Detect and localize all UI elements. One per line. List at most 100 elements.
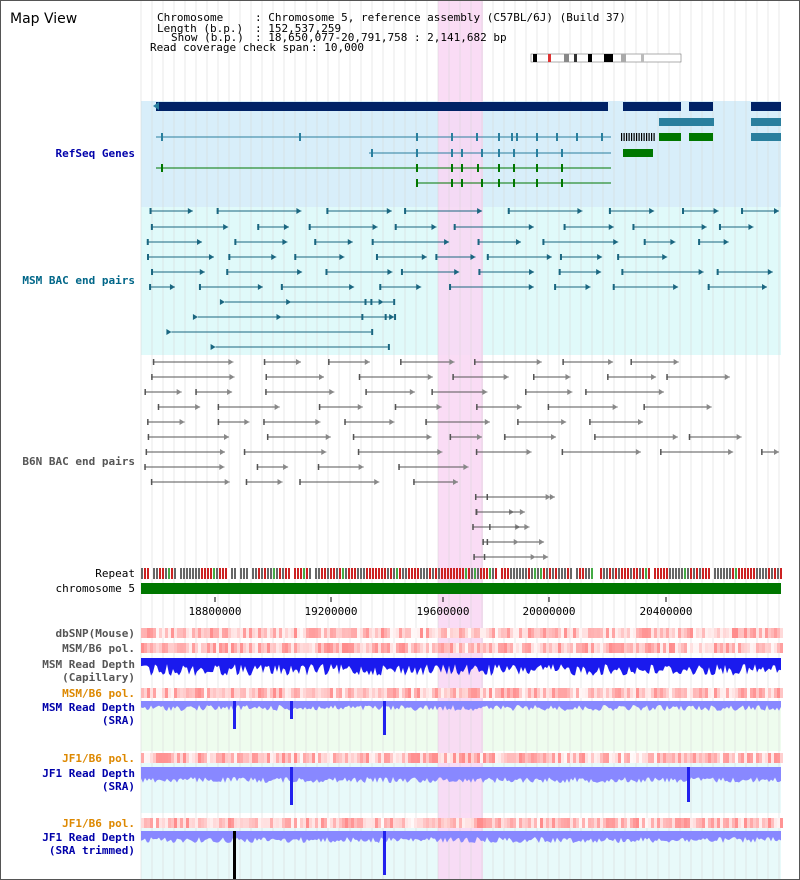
jf1-b6-pol-trim-heat <box>291 818 294 828</box>
msm-bac-end <box>662 254 668 260</box>
track-label-jf1-read-depth-trimmed[interactable]: JF1 Read Depth (SRA trimmed) <box>42 831 135 857</box>
dbsnp-heat <box>450 628 453 638</box>
msm-bac-end <box>701 224 707 230</box>
track-label-jf1-b6-pol[interactable]: JF1/B6 pol. <box>62 752 135 765</box>
jf1-b6-pol-trim-heat <box>486 818 489 828</box>
b6n-bac-end <box>503 374 509 380</box>
b6n-bac-end <box>152 359 155 365</box>
b6n-bac-end <box>453 479 459 485</box>
track-label-msm-b6-pol-sra[interactable]: MSM/B6 pol. <box>62 687 135 700</box>
msm-b6-pol-heat <box>234 643 237 653</box>
jf1-b6-pol-trim-heat <box>288 818 291 828</box>
repeat-mark <box>597 568 599 579</box>
track-label-repeat[interactable]: Repeat <box>95 567 135 580</box>
msm-b6-pol-sra-heat <box>204 688 207 698</box>
axis-tick-label: 20400000 <box>640 605 693 618</box>
msm-bac-end <box>286 299 292 305</box>
repeat-mark <box>147 568 149 579</box>
b6n-bac-end <box>561 449 564 455</box>
jf1-b6-pol-heat <box>201 753 204 763</box>
jf1-b6-pol-heat <box>354 753 357 763</box>
msm-b6-pol-sra-heat <box>273 688 276 698</box>
jf1-b6-pol-heat <box>150 753 153 763</box>
dbsnp-heat <box>372 628 375 638</box>
jf1-b6-pol-heat <box>528 753 531 763</box>
page-title: Map View <box>10 11 78 27</box>
repeat-mark <box>639 568 641 579</box>
jf1-b6-pol-heat <box>597 753 600 763</box>
jf1-b6-pol-heat <box>723 753 726 763</box>
msm-depth-capillary <box>141 658 781 676</box>
repeat-mark <box>399 568 401 579</box>
msm-b6-pol-heat <box>363 643 366 653</box>
msm-b6-pol-heat <box>618 643 621 653</box>
repeat-mark <box>756 568 758 579</box>
dbsnp-heat <box>639 628 642 638</box>
track-label-jf1-b6-pol-trimmed[interactable]: JF1/B6 pol. <box>62 817 135 830</box>
jf1-b6-pol-trim-heat <box>363 818 366 828</box>
msm-bac-end <box>326 208 329 214</box>
b6n-bac-end <box>688 434 691 440</box>
repeat-mark <box>285 568 287 579</box>
repeat-mark <box>552 568 554 579</box>
track-label-refseq[interactable]: RefSeq Genes <box>55 147 135 160</box>
jf1-b6-pol-heat <box>270 753 273 763</box>
msm-bac-end <box>767 269 773 275</box>
msm-b6-pol-heat <box>699 643 702 653</box>
msm-b6-pol-sra-heat <box>372 688 375 698</box>
msm-b6-pol-sra-heat <box>477 688 480 698</box>
track-label-jf1-read-depth-sra[interactable]: JF1 Read Depth (SRA) <box>42 767 135 793</box>
repeat-mark <box>561 568 563 579</box>
repeat-mark <box>357 568 359 579</box>
b6n-bac-end <box>504 434 506 440</box>
track-label-msm-read-depth-capillary[interactable]: MSM Read Depth (Capillary) <box>42 658 135 684</box>
jf1-b6-pol-heat <box>645 753 648 763</box>
jf1-b6-pol-trim-heat <box>756 818 759 828</box>
track-label-dbsnp[interactable]: dbSNP(Mouse) <box>55 627 135 640</box>
track-label-msm-read-depth-sra[interactable]: MSM Read Depth (SRA) <box>42 701 135 727</box>
dbsnp-heat <box>687 628 690 638</box>
repeat-mark <box>351 568 353 579</box>
msm-b6-pol-sra-heat <box>585 688 588 698</box>
msm-b6-pol-sra-heat <box>639 688 642 698</box>
jf1-b6-pol-trim-heat <box>249 818 252 828</box>
msm-b6-pol-heat <box>399 643 402 653</box>
repeat-mark <box>567 568 569 579</box>
repeat-mark <box>627 568 629 579</box>
coverage-info-value: : 10,000 <box>311 41 364 54</box>
jf1-b6-pol-heat <box>513 753 516 763</box>
dbsnp-heat <box>288 628 291 638</box>
msm-b6-pol-heat <box>678 643 681 653</box>
jf1-b6-pol-trim-heat <box>150 818 153 828</box>
repeat-mark <box>468 568 470 579</box>
track-label-msm-b6-pol[interactable]: MSM/B6 pol. <box>62 642 135 655</box>
jf1-b6-pol-heat <box>627 753 630 763</box>
jf1-b6-pol-trim-heat <box>207 818 210 828</box>
dbsnp-heat <box>678 628 681 638</box>
dbsnp-heat <box>351 628 354 638</box>
gene-exon <box>498 164 500 172</box>
gene-exon <box>513 164 515 172</box>
repeat-mark <box>219 568 221 579</box>
track-label-b6n-bac[interactable]: B6N BAC end pairs <box>22 455 135 468</box>
b6n-bac-end <box>539 539 545 545</box>
jf1-b6-pol-trim-heat <box>579 818 582 828</box>
dbsnp-heat <box>417 628 420 638</box>
msm-bac-end <box>257 224 260 230</box>
gene-exon <box>161 133 163 141</box>
jf1-b6-pol-trim-heat <box>408 818 411 828</box>
jf1-b6-pol-trim-heat <box>591 818 594 828</box>
b6n-bac-end <box>358 374 361 380</box>
jf1-b6-pol-trim-heat <box>174 818 177 828</box>
jf1-b6-pol-heat <box>156 753 159 763</box>
msm-b6-pol-heat <box>315 643 318 653</box>
track-label-msm-bac[interactable]: MSM BAC end pairs <box>22 274 135 287</box>
msm-b6-pol-sra-heat <box>432 688 435 698</box>
msm-b6-pol-heat <box>663 643 666 653</box>
msm-bac-end <box>554 284 557 290</box>
msm-b6-pol-heat <box>573 643 576 653</box>
repeat-mark <box>507 568 509 579</box>
jf1-b6-pol-heat <box>687 753 690 763</box>
b6n-bac-end <box>472 524 474 530</box>
